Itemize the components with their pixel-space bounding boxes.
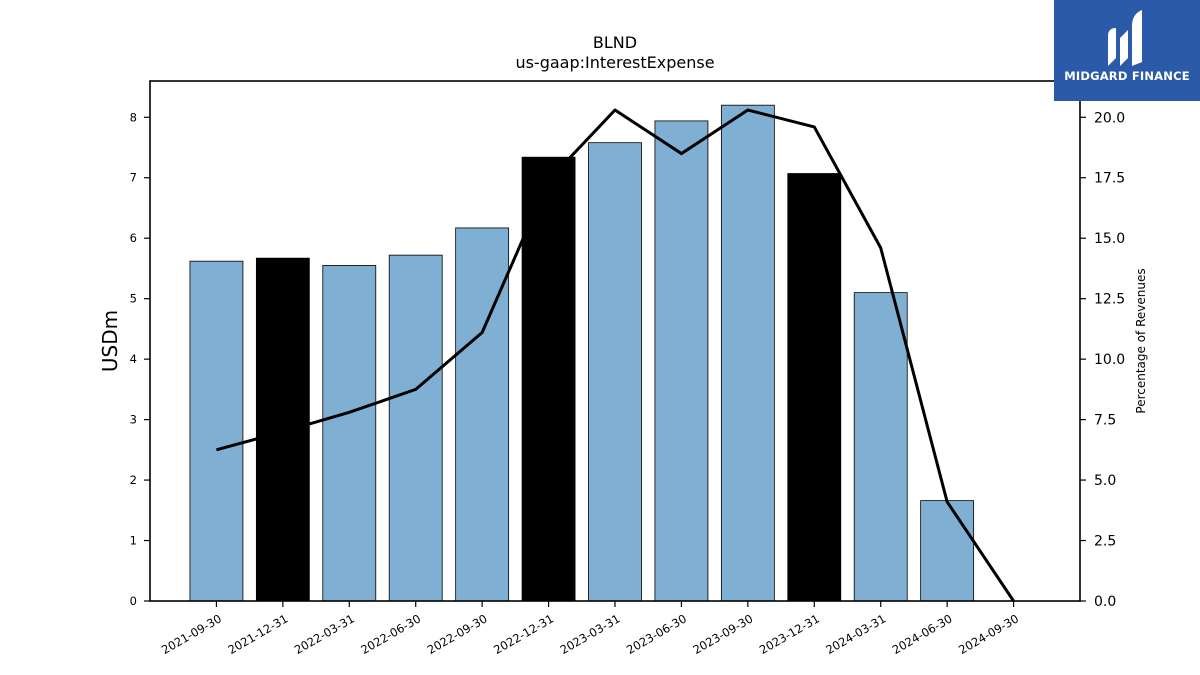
y2-axis-label: Percentage of Revenues — [1134, 268, 1148, 413]
bar-2023-09-30 — [720, 104, 775, 602]
bar-2023-12-31 — [787, 173, 842, 602]
x-tick-label: 2022-03-31 — [292, 611, 357, 657]
percentage-of-revenues-line — [216, 108, 1015, 602]
y2-tick-label: 20.0 — [1094, 110, 1125, 126]
x-tick-label: 2023-09-30 — [690, 611, 755, 657]
y-tick-label: 1 — [130, 534, 137, 548]
x-tick-label: 2024-09-30 — [956, 611, 1021, 657]
logo-mark-icon — [1108, 10, 1142, 66]
y-tick-label: 7 — [130, 171, 137, 185]
bar-2022-03-31 — [322, 265, 377, 602]
logo-text: MIDGARD FINANCE — [1064, 69, 1190, 83]
y-tick-label: 5 — [130, 292, 137, 306]
bar-2022-12-31 — [521, 156, 576, 602]
chart-subtitle: us-gaap:InterestExpense — [515, 53, 714, 72]
y2-tick-label: 17.5 — [1094, 171, 1125, 187]
bar-2021-09-30 — [189, 260, 244, 602]
y-tick-label: 6 — [130, 231, 137, 245]
y2-tick-label: 10.0 — [1094, 352, 1125, 368]
bars — [189, 104, 975, 602]
bar-2021-12-31 — [255, 257, 310, 602]
y-tick-label: 8 — [130, 110, 137, 124]
x-tick-label: 2021-09-30 — [159, 611, 224, 657]
x-tick-label: 2021-12-31 — [225, 611, 290, 657]
y-tick-label: 4 — [130, 352, 137, 366]
y2-tick-label: 12.5 — [1094, 292, 1125, 308]
x-tick-label: 2023-12-31 — [757, 611, 822, 657]
x-tick-label: 2022-09-30 — [425, 611, 490, 657]
y2-tick-label: 5.0 — [1094, 473, 1116, 489]
chart-title: BLND — [593, 33, 637, 52]
bar-2024-06-30 — [920, 500, 975, 602]
bar-2022-09-30 — [455, 227, 510, 602]
y-tick-label: 0 — [130, 594, 137, 608]
x-tick-label: 2022-06-30 — [358, 611, 423, 657]
bar-2023-03-31 — [588, 142, 642, 602]
y-axis-label: USDm — [98, 310, 122, 372]
y2-tick-label: 2.5 — [1094, 534, 1116, 550]
y2-tick-label: 7.5 — [1094, 413, 1116, 429]
x-tick-label: 2022-12-31 — [491, 611, 556, 657]
y2-tick-label: 15.0 — [1094, 231, 1125, 247]
x-tick-label: 2024-06-30 — [890, 611, 955, 657]
midgard-finance-logo: MIDGARD FINANCE — [1054, 0, 1200, 101]
percentage-line-layer — [216, 108, 1015, 602]
bar-2023-06-30 — [654, 120, 709, 602]
y-tick-label: 2 — [130, 473, 137, 487]
y2-tick-label: 0.0 — [1094, 594, 1116, 610]
y-tick-label: 3 — [130, 413, 137, 427]
x-tick-label: 2023-06-30 — [624, 611, 689, 657]
bar-2024-03-31 — [853, 292, 908, 602]
x-tick-label: 2023-03-31 — [558, 611, 623, 657]
bar-2022-06-30 — [388, 254, 443, 602]
x-tick-label: 2024-03-31 — [823, 611, 888, 657]
